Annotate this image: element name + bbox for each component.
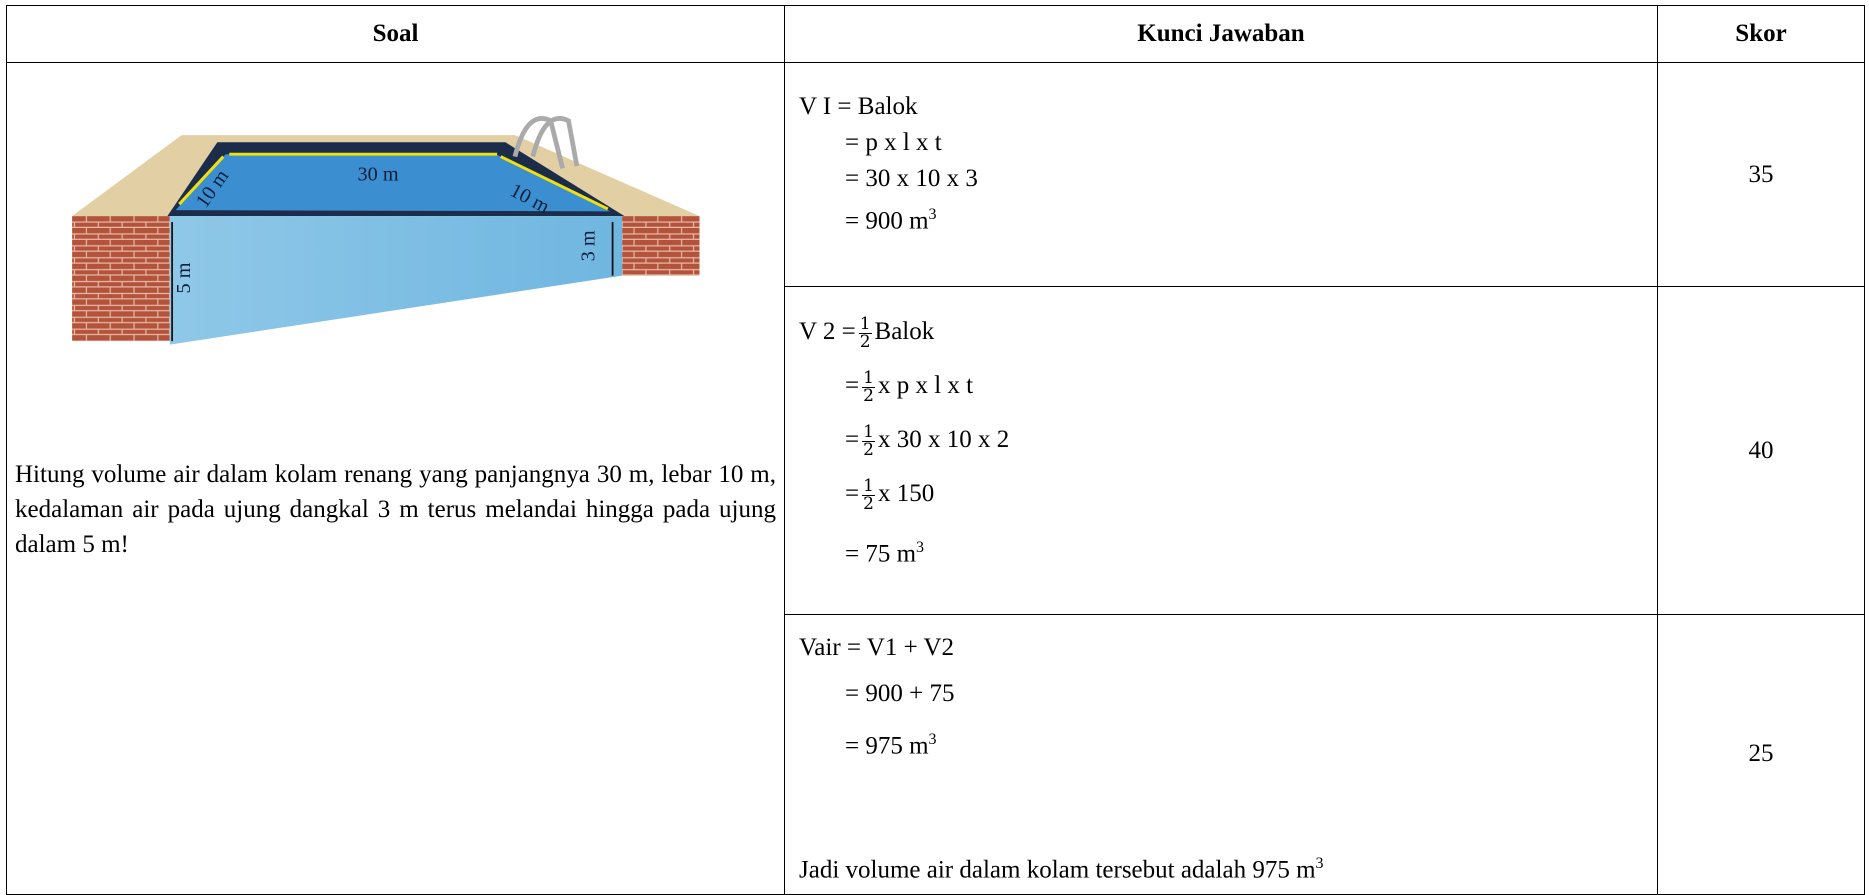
row: V 2 = 1 2 Balok = 1 2 x p x l x t = 1 2 x 30 x 10 x…: [7, 286, 1865, 615]
answer-cell: V 2 = 1 2 Balok = 1 2 x p x l x t = 1 2 x 30 x 10 x…: [784, 286, 1658, 615]
figure-label: 5 m: [173, 262, 195, 293]
line-text: Balok: [874, 318, 935, 345]
header-cell: Skor: [1657, 5, 1865, 63]
line-text: = 975 m: [845, 732, 929, 760]
line-text: Jadi volume air dalam kolam tersebut ada…: [799, 856, 1316, 884]
answer-line: Vair = V1 + V2: [799, 634, 955, 661]
header-cell: Soal: [6, 5, 785, 63]
superscript: 3: [928, 206, 937, 223]
numerator: 1: [858, 313, 872, 334]
figure-label: 3 m: [578, 230, 600, 261]
score-cell: 35: [1657, 62, 1865, 287]
score-cell: 40: [1657, 286, 1865, 615]
pool-figure: 30 m 10 m 10 m 3 m 5 m: [72, 116, 700, 345]
line-lead: =: [845, 480, 860, 507]
line-text: x p x l x t: [877, 372, 974, 399]
page: {"table": { "headers": ["Soal", "Kunci J…: [6, 5, 1865, 895]
answer-line: = 900 m3: [799, 197, 1657, 239]
header-row: Soal Kunci Jawaban Skor: [6, 5, 1865, 63]
question-text: Hitung volume air dalam kolam renang yan…: [15, 461, 776, 558]
answer-cell: V I = Balok = p x l x t = 30 x 10 x 3 = 900…: [784, 62, 1658, 287]
answer-line: = 1 2 x 150: [799, 467, 1657, 521]
superscript: 3: [1315, 855, 1324, 873]
denominator: 2: [859, 331, 871, 352]
question-cell: 30 m 10 m 10 m 3 m 5 m Hitung volume air…: [6, 62, 785, 895]
line-text: = 75 m: [845, 540, 917, 568]
line-lead: V 2 =: [799, 318, 856, 345]
line-text: x 30 x 10 x 2: [877, 426, 1010, 453]
line-text: x 150: [877, 480, 935, 507]
answer-line: = p x l x t: [845, 129, 942, 156]
answer-table: Soal Kunci Jawaban Skor: [6, 5, 1865, 895]
depth-arrows: [171, 222, 614, 342]
brick-wall: [72, 216, 170, 342]
answer-line: = 30 x 10 x 3: [845, 165, 978, 192]
score-cell: 25: [1657, 614, 1865, 895]
water-front: [169, 216, 623, 345]
arrows: [178, 152, 609, 211]
answer-line: = 975 m3: [799, 717, 1657, 769]
line-text: = 900 m: [845, 207, 929, 235]
answer-cell: Vair = V1 + V2 = 900 + 75 = 975 m3 Jadi vol…: [784, 614, 1658, 895]
denominator: 2: [863, 385, 874, 406]
superscript: 3: [916, 539, 925, 556]
numerator: 1: [862, 475, 875, 496]
answer-line: = 900 + 75: [845, 680, 955, 707]
answer-line: V I = Balok: [799, 93, 918, 120]
numerator: 1: [862, 367, 875, 388]
answer-line: = 1 2 x 30 x 10 x 2: [799, 413, 1657, 467]
numerator: 1: [862, 421, 875, 442]
answer-line: V 2 = 1 2 Balok: [799, 305, 1657, 359]
answer-line: = 75 m3: [799, 521, 1657, 581]
ladder: [512, 116, 580, 170]
superscript: 3: [928, 731, 937, 748]
denominator: 2: [863, 493, 874, 514]
denominator: 2: [863, 439, 874, 460]
answer-line: Jadi volume air dalam kolam tersebut ada…: [799, 841, 1657, 893]
figure-label: 30 m: [358, 163, 399, 185]
brick-wall: [622, 216, 700, 276]
header-cell: Kunci Jawaban: [784, 5, 1658, 63]
line-lead: =: [845, 372, 860, 399]
water-surface: [175, 154, 611, 212]
answer-line: = 1 2 x p x l x t: [799, 359, 1657, 413]
row: 30 m 10 m 10 m 3 m 5 m Hitung volume air…: [6, 62, 1865, 895]
line-lead: =: [845, 426, 860, 453]
